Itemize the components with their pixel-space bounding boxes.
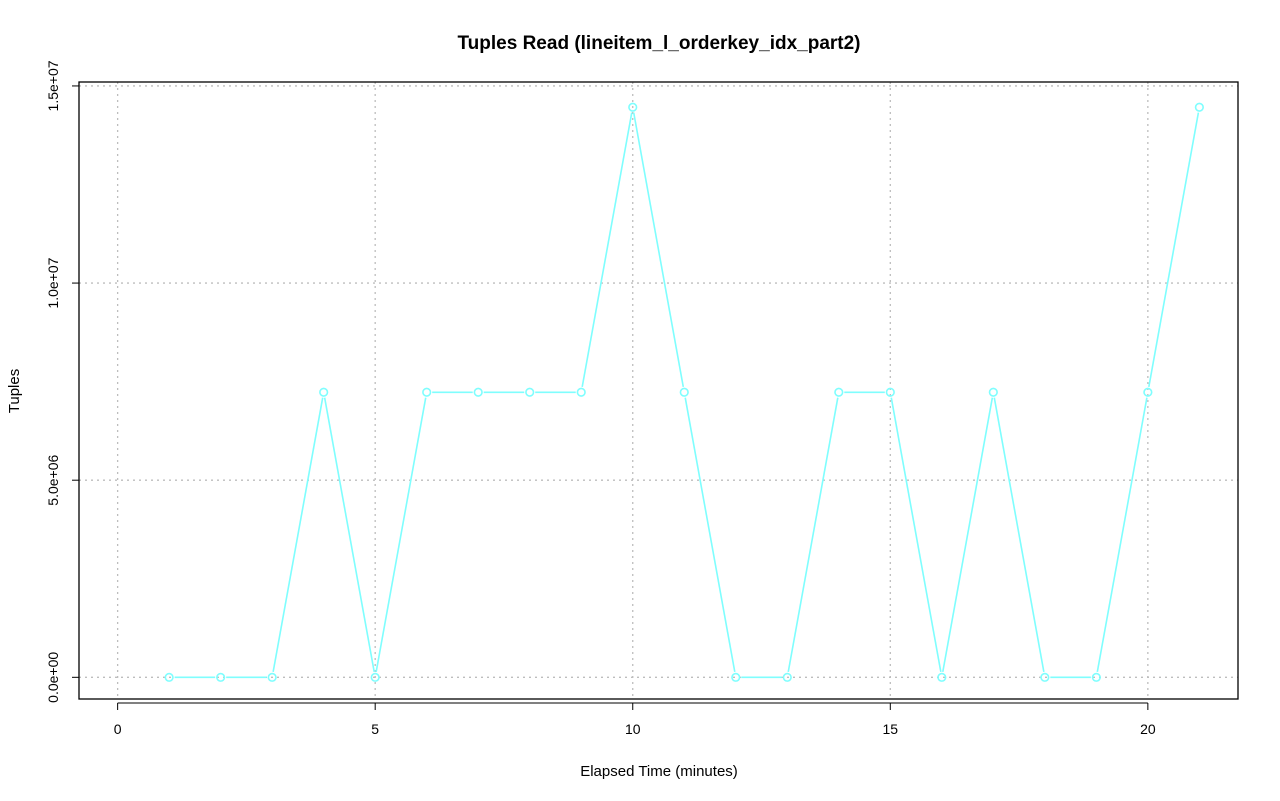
x-tick-label: 15 xyxy=(883,721,899,737)
x-tick-label: 5 xyxy=(371,721,379,737)
series-line-segment xyxy=(942,397,994,673)
data-point xyxy=(1040,672,1050,682)
series-line-segment xyxy=(323,397,375,673)
x-tick-label: 20 xyxy=(1140,721,1156,737)
data-point xyxy=(525,387,535,397)
series-line-segment xyxy=(272,397,324,673)
axes: 0 5 10 15 20 0.0e+00 5.0e+06 1.0e+07 1.5e+07 xyxy=(45,60,1156,737)
series-line-segment xyxy=(1096,397,1148,673)
series-line-segment xyxy=(787,397,839,673)
data-point xyxy=(628,102,638,112)
data-point xyxy=(422,387,432,397)
series-line-segment xyxy=(581,112,633,388)
data-point xyxy=(216,672,226,682)
data-point xyxy=(731,672,741,682)
chart-title: Tuples Read (lineitem_l_orderkey_idx_par… xyxy=(457,33,860,54)
data-point xyxy=(834,387,844,397)
data-point xyxy=(319,387,329,397)
x-tick-label: 0 xyxy=(114,721,122,737)
series-line-segment xyxy=(632,112,685,388)
y-axis-label: Tuples xyxy=(6,369,23,413)
data-point xyxy=(164,672,174,682)
data-point xyxy=(1143,387,1153,397)
series-line-segment xyxy=(684,397,736,673)
y-tick-label: 0.0e+00 xyxy=(45,652,61,703)
data-point xyxy=(988,387,998,397)
series-layer xyxy=(164,102,1204,682)
data-point xyxy=(473,387,483,397)
data-point xyxy=(679,387,689,397)
series-line-segment xyxy=(993,397,1045,673)
data-point xyxy=(937,672,947,682)
data-point xyxy=(1091,672,1101,682)
y-tick-label: 1.5e+07 xyxy=(45,60,61,111)
data-point xyxy=(1194,102,1204,112)
series-line-segment xyxy=(1148,112,1200,388)
x-axis-label: Elapsed Time (minutes) xyxy=(580,763,738,780)
x-tick-label: 10 xyxy=(625,721,641,737)
grid xyxy=(79,82,1238,699)
y-tick-label: 1.0e+07 xyxy=(45,257,61,308)
series-0 xyxy=(164,102,1204,682)
data-point xyxy=(370,672,380,682)
series-line-segment xyxy=(890,397,942,673)
data-point xyxy=(576,387,586,397)
data-point xyxy=(267,672,277,682)
data-point xyxy=(885,387,895,397)
y-tick-label: 5.0e+06 xyxy=(45,454,61,505)
plot-frame xyxy=(78,81,1239,700)
series-line-segment xyxy=(375,397,427,673)
data-point xyxy=(782,672,792,682)
